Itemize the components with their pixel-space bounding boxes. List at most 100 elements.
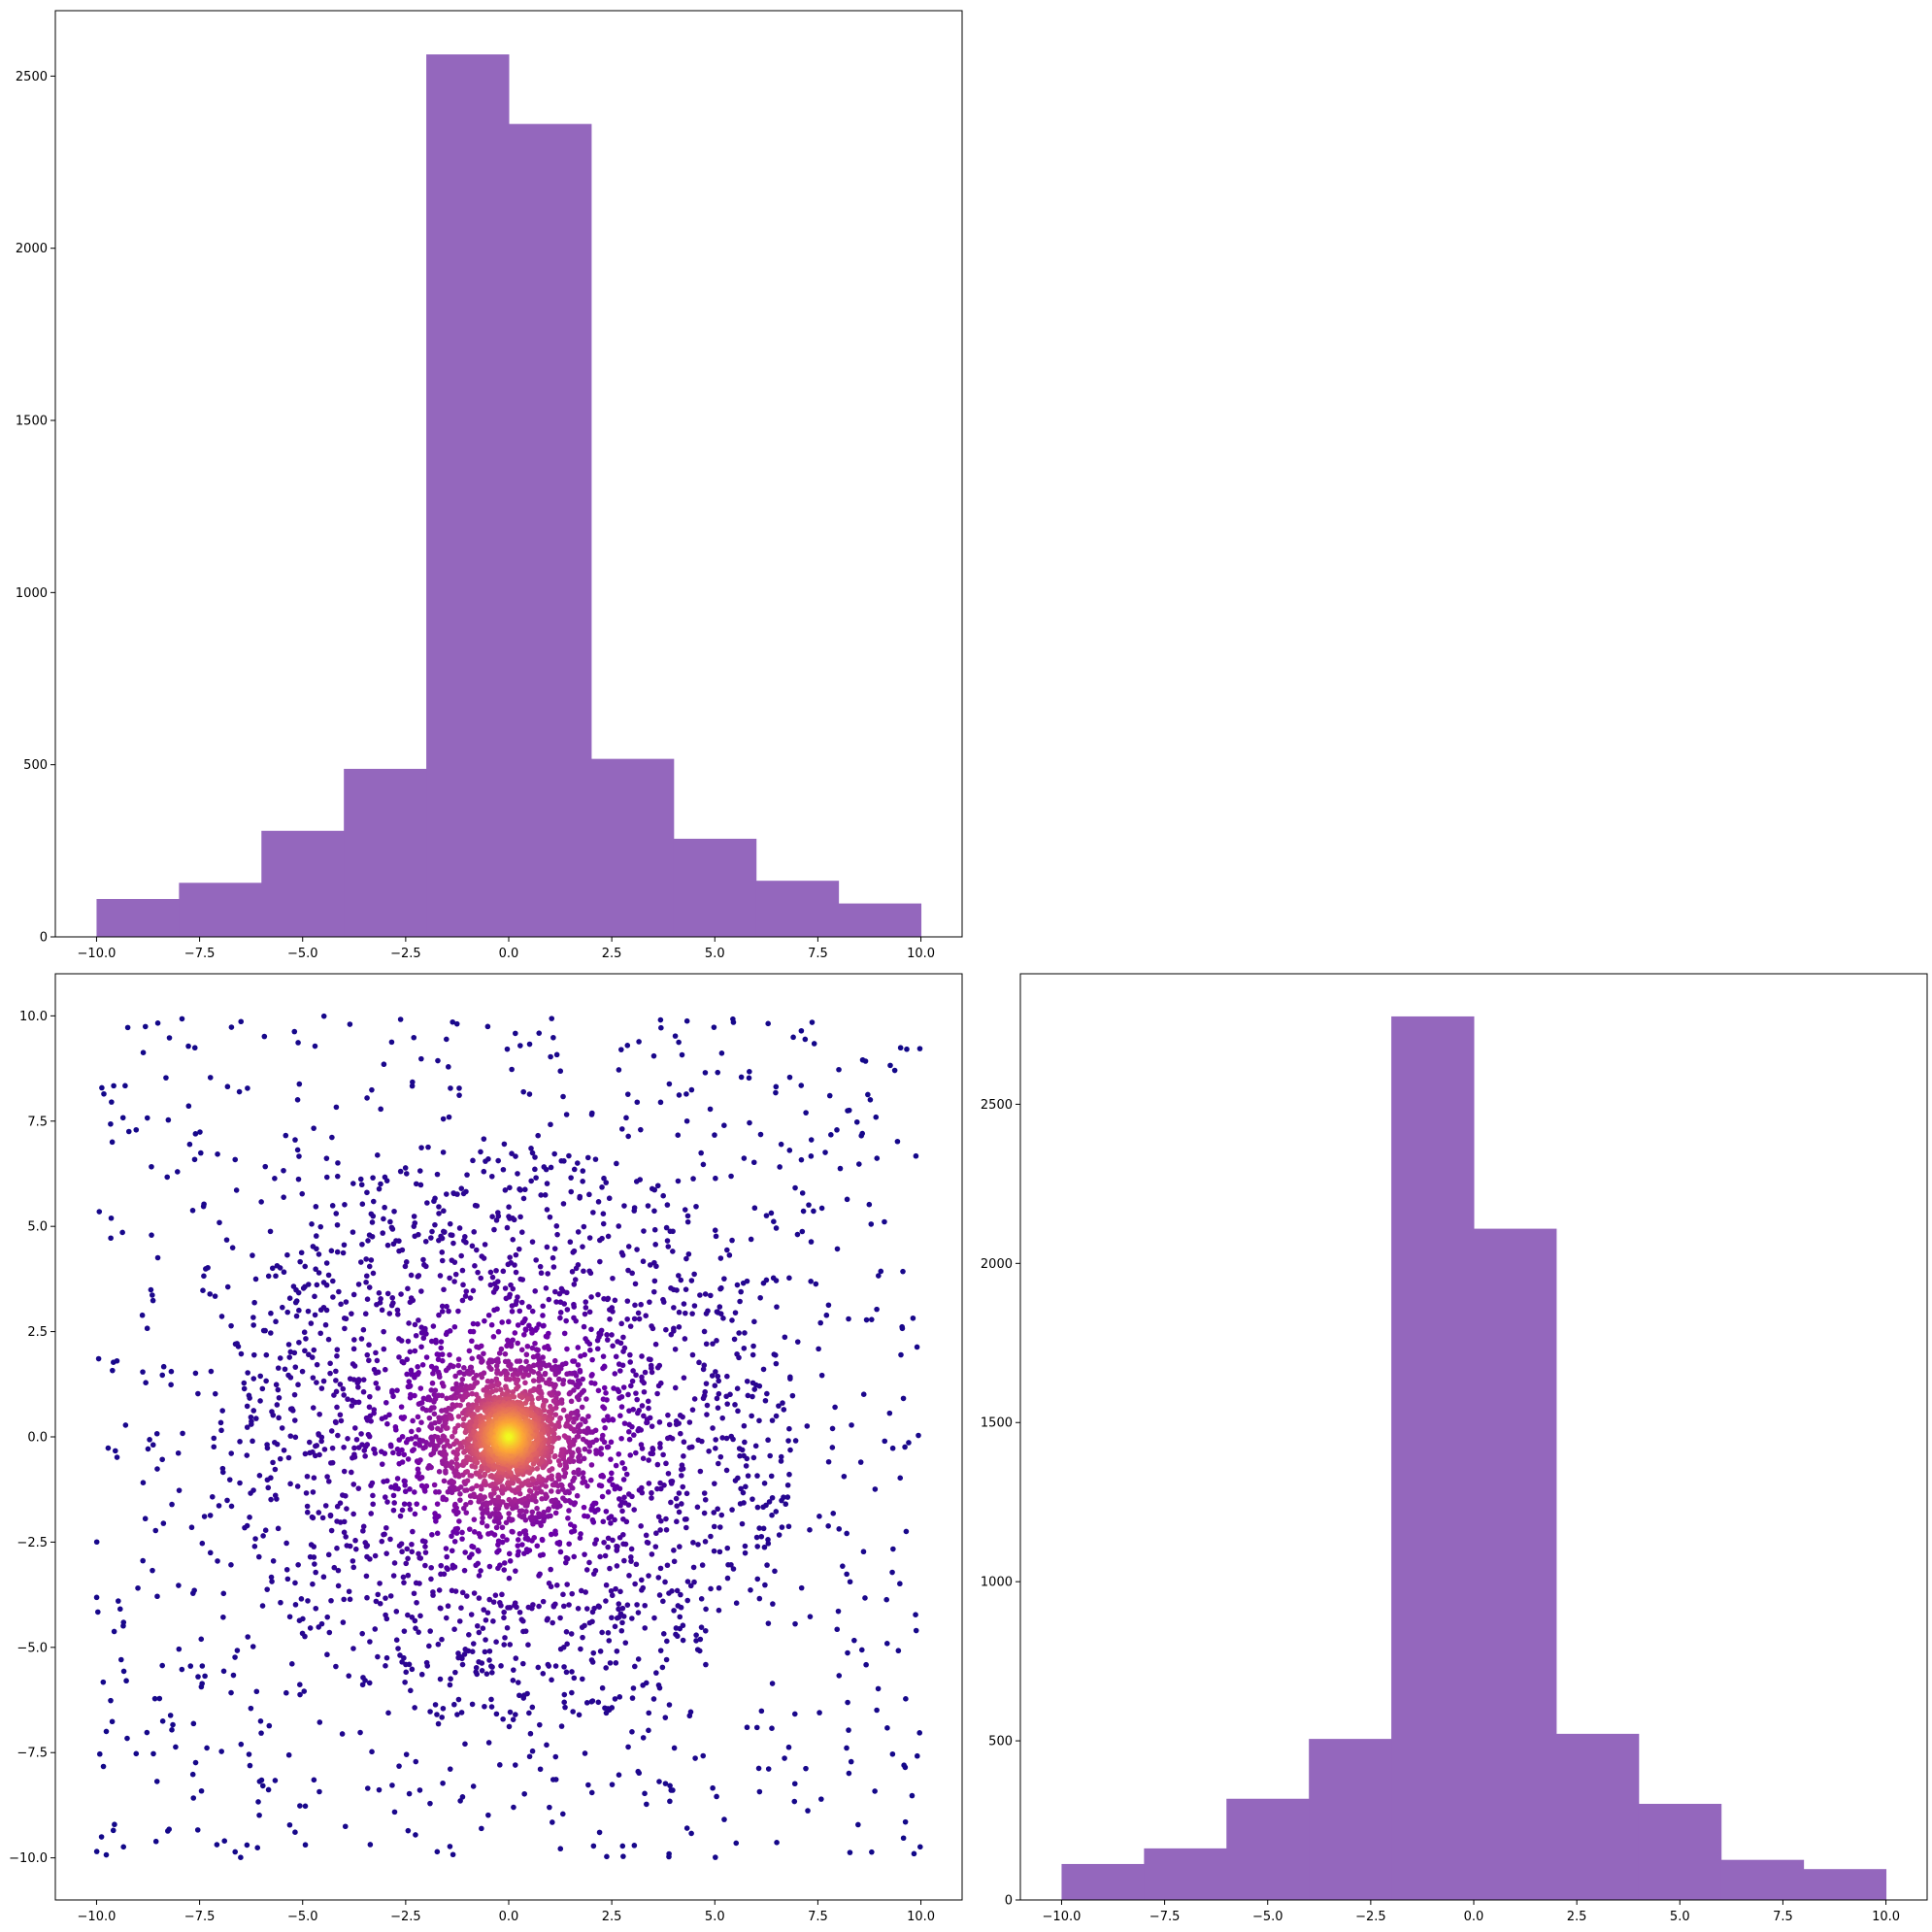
scatter-point xyxy=(515,1294,520,1300)
scatter-point xyxy=(379,1307,385,1314)
scatter-point xyxy=(459,1529,465,1536)
scatter-point xyxy=(120,1668,127,1675)
scatter-point xyxy=(470,1157,476,1164)
scatter-point xyxy=(902,1444,908,1450)
scatter-point xyxy=(150,1292,155,1298)
scatter-point xyxy=(901,1762,907,1769)
scatter-point xyxy=(418,1419,424,1425)
scatter-point xyxy=(482,1471,488,1478)
scatter-point xyxy=(640,1258,647,1265)
scatter-point xyxy=(484,1023,491,1030)
scatter-point xyxy=(364,1189,370,1196)
scatter-point xyxy=(701,1362,708,1369)
scatter-point xyxy=(312,1452,318,1459)
scatter-point xyxy=(262,1527,269,1533)
scatter-point xyxy=(638,1126,644,1133)
scatter-point xyxy=(643,1680,650,1686)
scatter-point xyxy=(360,1675,366,1681)
scatter-point xyxy=(808,1239,815,1245)
scatter-point xyxy=(459,1589,466,1596)
scatter-point xyxy=(154,1593,160,1600)
scatter-point xyxy=(523,1351,530,1358)
scatter-point xyxy=(168,1368,175,1375)
scatter-point xyxy=(506,1511,512,1516)
scatter-point xyxy=(441,1571,448,1578)
scatter-point xyxy=(422,1444,428,1450)
scatter-point xyxy=(334,1347,341,1352)
scatter-point xyxy=(887,1062,893,1069)
scatter-point xyxy=(683,1286,689,1292)
scatter-point xyxy=(736,1446,743,1451)
scatter-point xyxy=(298,1596,305,1602)
scatter-point xyxy=(93,1539,100,1546)
scatter-point xyxy=(598,1446,605,1451)
scatter-point xyxy=(605,1630,612,1636)
scatter-point xyxy=(844,1530,849,1537)
scatter-point xyxy=(382,1494,388,1500)
scatter-point xyxy=(149,1163,154,1170)
scatter-point xyxy=(779,1497,784,1504)
scatter-point xyxy=(566,1541,572,1548)
scatter-point xyxy=(552,1412,559,1417)
scatter-point xyxy=(232,1156,239,1163)
scatter-point xyxy=(883,1641,890,1647)
scatter-point xyxy=(805,1808,811,1814)
scatter-point xyxy=(459,1267,466,1274)
scatter-point xyxy=(834,1626,841,1633)
scatter-point xyxy=(575,1424,582,1430)
scatter-point xyxy=(318,1438,324,1445)
histogram-bar xyxy=(426,54,510,937)
scatter-point xyxy=(646,1481,652,1486)
scatter-point xyxy=(482,1478,487,1484)
scatter-point xyxy=(287,1481,293,1487)
scatter-point xyxy=(619,1619,625,1626)
scatter-point xyxy=(299,1190,306,1197)
scatter-point xyxy=(749,1496,755,1502)
scatter-point xyxy=(748,1236,754,1243)
scatter-point xyxy=(413,1434,419,1440)
scatter-point xyxy=(530,1369,537,1375)
scatter-point xyxy=(447,1766,453,1772)
scatter-point xyxy=(463,1487,470,1493)
scatter-point xyxy=(474,1622,481,1629)
scatter-point xyxy=(589,1618,595,1625)
scatter-point xyxy=(464,1478,471,1483)
scatter-point xyxy=(693,1638,699,1644)
scatter-point xyxy=(308,1320,315,1326)
scatter-point xyxy=(381,1346,387,1352)
scatter-point xyxy=(672,1346,679,1352)
scatter-point xyxy=(417,1555,424,1561)
scatter-point xyxy=(461,1651,468,1657)
scatter-point xyxy=(583,1589,588,1595)
scatter-point xyxy=(402,1679,408,1685)
scatter-point xyxy=(485,1359,492,1366)
scatter-point xyxy=(404,1546,411,1552)
scatter-point xyxy=(906,1440,912,1446)
scatter-point xyxy=(264,1445,271,1451)
scatter-point xyxy=(509,1303,516,1309)
scatter-point xyxy=(387,1536,393,1543)
scatter-point xyxy=(529,1514,535,1520)
scatter-point xyxy=(766,1499,773,1505)
scatter-point xyxy=(327,1360,333,1367)
scatter-point xyxy=(836,1066,842,1073)
scatter-point xyxy=(273,1318,279,1325)
scatter-point xyxy=(154,1254,161,1261)
scatter-point xyxy=(447,1328,453,1334)
scatter-point xyxy=(479,1825,484,1832)
scatter-point xyxy=(506,1496,513,1503)
scatter-point xyxy=(488,1472,495,1479)
scatter-point xyxy=(620,1516,626,1522)
scatter-point xyxy=(197,1129,203,1135)
scatter-point xyxy=(808,1278,814,1284)
scatter-point xyxy=(713,1854,718,1860)
scatter-point xyxy=(660,1631,667,1637)
scatter-point xyxy=(498,1346,505,1352)
scatter-point xyxy=(638,1577,645,1583)
scatter-point xyxy=(295,1382,301,1388)
scatter-point xyxy=(483,1671,490,1677)
scatter-point xyxy=(582,1551,587,1557)
scatter-point xyxy=(612,1623,618,1630)
scatter-point xyxy=(525,1493,532,1500)
scatter-point xyxy=(461,1567,468,1574)
